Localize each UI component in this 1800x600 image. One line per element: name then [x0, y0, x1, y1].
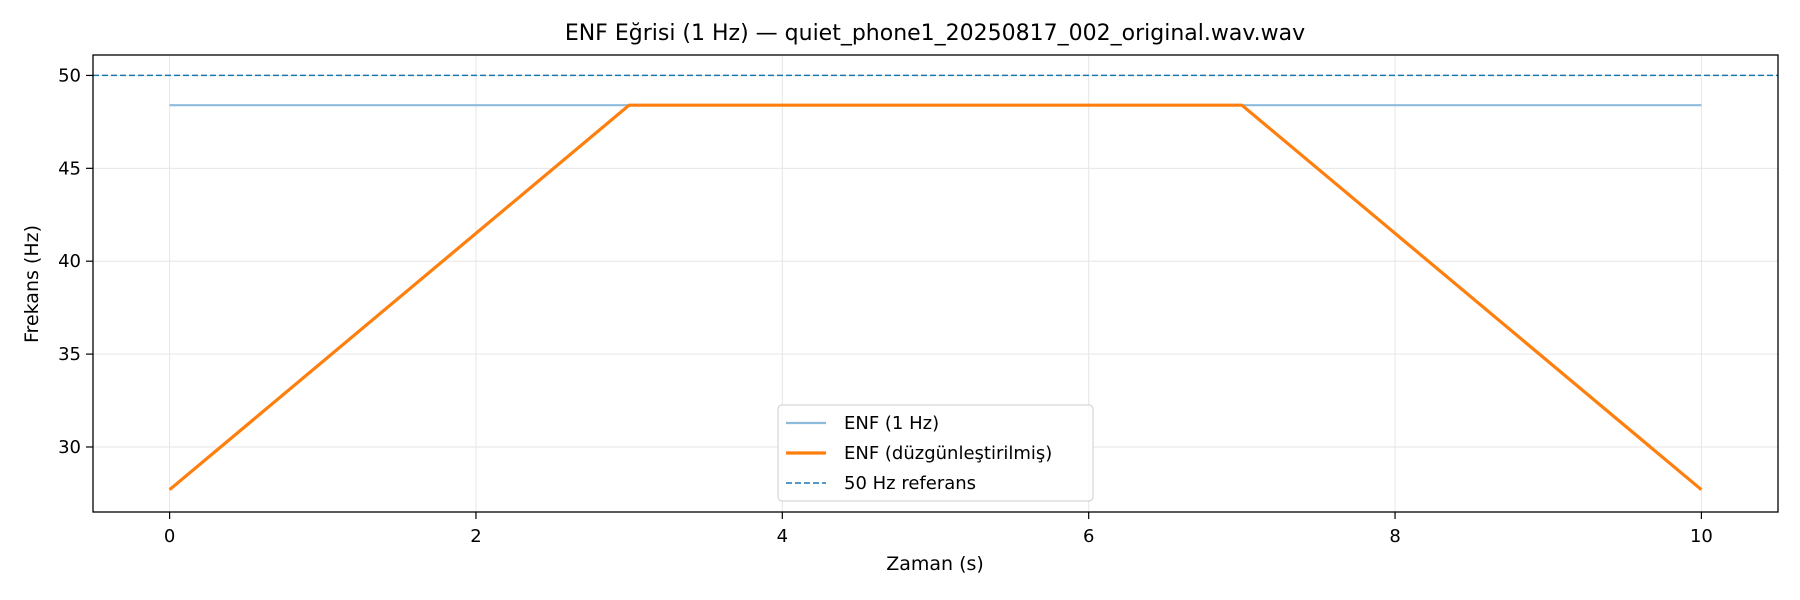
x-tick-label: 6	[1083, 526, 1094, 547]
legend: ENF (1 Hz) ENF (düzgünleştirilmiş) 50 Hz r…	[777, 404, 1094, 502]
x-tick-label: 8	[1389, 526, 1400, 547]
chart-title: ENF Eğrisi (1 Hz) — quiet_phone1_2025081…	[565, 21, 1305, 46]
y-tick-label: 30	[58, 437, 81, 458]
legend-label: ENF (1 Hz)	[844, 413, 939, 434]
x-axis-label: Zaman (s)	[886, 553, 984, 575]
y-tick-label: 45	[58, 158, 81, 179]
plot-frame	[92, 54, 1779, 513]
x-tick-label: 2	[470, 526, 481, 547]
legend-box	[777, 404, 1094, 502]
y-axis: 30 35 40 45 50	[58, 65, 93, 458]
y-tick-label: 35	[58, 344, 81, 365]
series-line-2	[168, 103, 1703, 491]
x-axis: 0 2 4 6 8 10	[164, 512, 1713, 547]
y-tick-label: 40	[58, 251, 81, 272]
x-tick-label: 4	[777, 526, 788, 547]
y-tick-label: 50	[58, 65, 81, 86]
y-axis-label: Frekans (Hz)	[21, 225, 43, 343]
legend-label: 50 Hz referans	[844, 473, 976, 494]
x-tick-label: 10	[1690, 526, 1713, 547]
plot-area	[93, 74, 1778, 491]
x-tick-label: 0	[164, 526, 175, 547]
legend-label: ENF (düzgünleştirilmiş)	[844, 443, 1052, 464]
